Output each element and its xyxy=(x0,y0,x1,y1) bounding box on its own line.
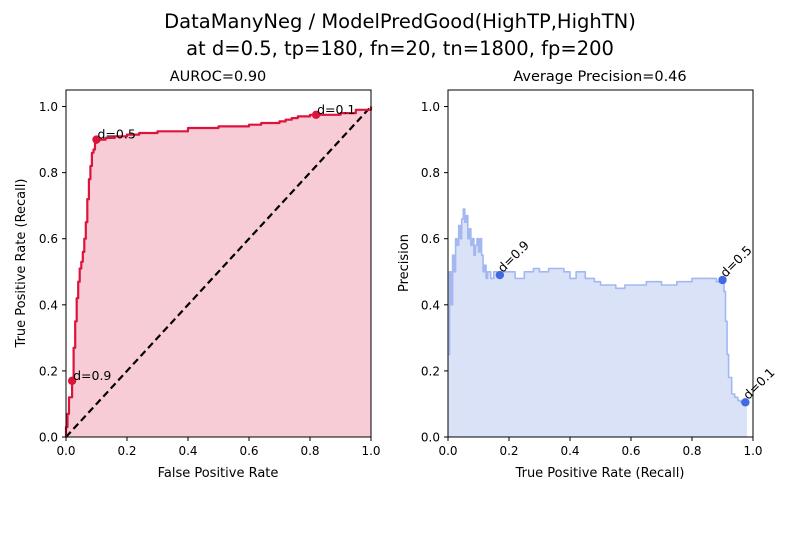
pr-x-tick-label: 0.2 xyxy=(499,444,518,458)
roc-threshold-point xyxy=(67,376,77,386)
pr-y-tick-label: 0.4 xyxy=(421,298,440,312)
roc-y-axis-label: True Positive Rate (Recall) xyxy=(14,179,29,349)
pr-y-tick-label: 0.8 xyxy=(421,166,440,180)
pr-area-fill xyxy=(448,209,747,437)
roc-diagonal-line xyxy=(65,105,372,438)
roc-chart: AUROC=0.90 False Positive Rate True Posi… xyxy=(14,69,381,481)
roc-y-tick-label: 0.2 xyxy=(39,364,58,378)
pr-axes-frame xyxy=(447,89,754,438)
pr-threshold-point xyxy=(718,275,727,285)
pr-x-tick-label: 0.8 xyxy=(682,444,701,458)
roc-threshold-label: d=0.9 xyxy=(73,368,111,383)
pr-y-tick-label: 0.6 xyxy=(421,232,440,246)
roc-x-tick-label: 0.2 xyxy=(117,444,136,458)
roc-x-tick-label: 1.0 xyxy=(361,444,380,458)
roc-threshold-point xyxy=(92,135,101,144)
pr-x-tick-label: 0.0 xyxy=(438,444,457,458)
pr-x-axis-label: True Positive Rate (Recall) xyxy=(515,466,685,481)
roc-x-tick-label: 0.8 xyxy=(300,444,319,458)
pr-x-tick-label: 1.0 xyxy=(743,444,762,458)
pr-x-tick-label: 0.4 xyxy=(560,444,579,458)
figure-title-line-2: at d=0.5, tp=180, fn=20, tn=1800, fp=200 xyxy=(186,37,614,60)
pr-y-axis-label: Precision xyxy=(397,234,412,292)
pr-threshold-point xyxy=(495,270,505,280)
pr-y-tick-label: 0.2 xyxy=(421,364,440,378)
roc-y-tick-label: 0.4 xyxy=(39,298,58,312)
roc-axes-frame xyxy=(65,89,372,438)
roc-x-tick-label: 0.4 xyxy=(178,444,197,458)
roc-y-tick-label: 0.0 xyxy=(39,431,58,445)
roc-threshold-label: d=0.5 xyxy=(98,127,136,142)
roc-threshold-point xyxy=(311,110,321,119)
pr-y-tick-label: 0.0 xyxy=(421,431,440,445)
roc-y-tick-label: 0.8 xyxy=(39,166,58,180)
roc-y-tick-label: 1.0 xyxy=(39,100,58,114)
roc-threshold-label: d=0.1 xyxy=(317,102,355,117)
pr-threshold-point xyxy=(741,398,750,407)
pr-chart-title: Average Precision=0.46 xyxy=(513,69,686,85)
pr-curve xyxy=(448,208,748,404)
roc-x-axis-label: False Positive Rate xyxy=(158,466,279,481)
pr-y-tick-label: 1.0 xyxy=(421,100,440,114)
roc-x-tick-label: 0.0 xyxy=(56,444,75,458)
pr-x-tick-label: 0.6 xyxy=(621,444,640,458)
roc-y-tick-label: 0.6 xyxy=(39,232,58,246)
roc-chart-title: AUROC=0.90 xyxy=(170,69,267,85)
figure-title-line-1: DataManyNeg / ModelPredGood(HighTP,HighT… xyxy=(164,10,636,33)
roc-x-tick-label: 0.6 xyxy=(239,444,258,458)
